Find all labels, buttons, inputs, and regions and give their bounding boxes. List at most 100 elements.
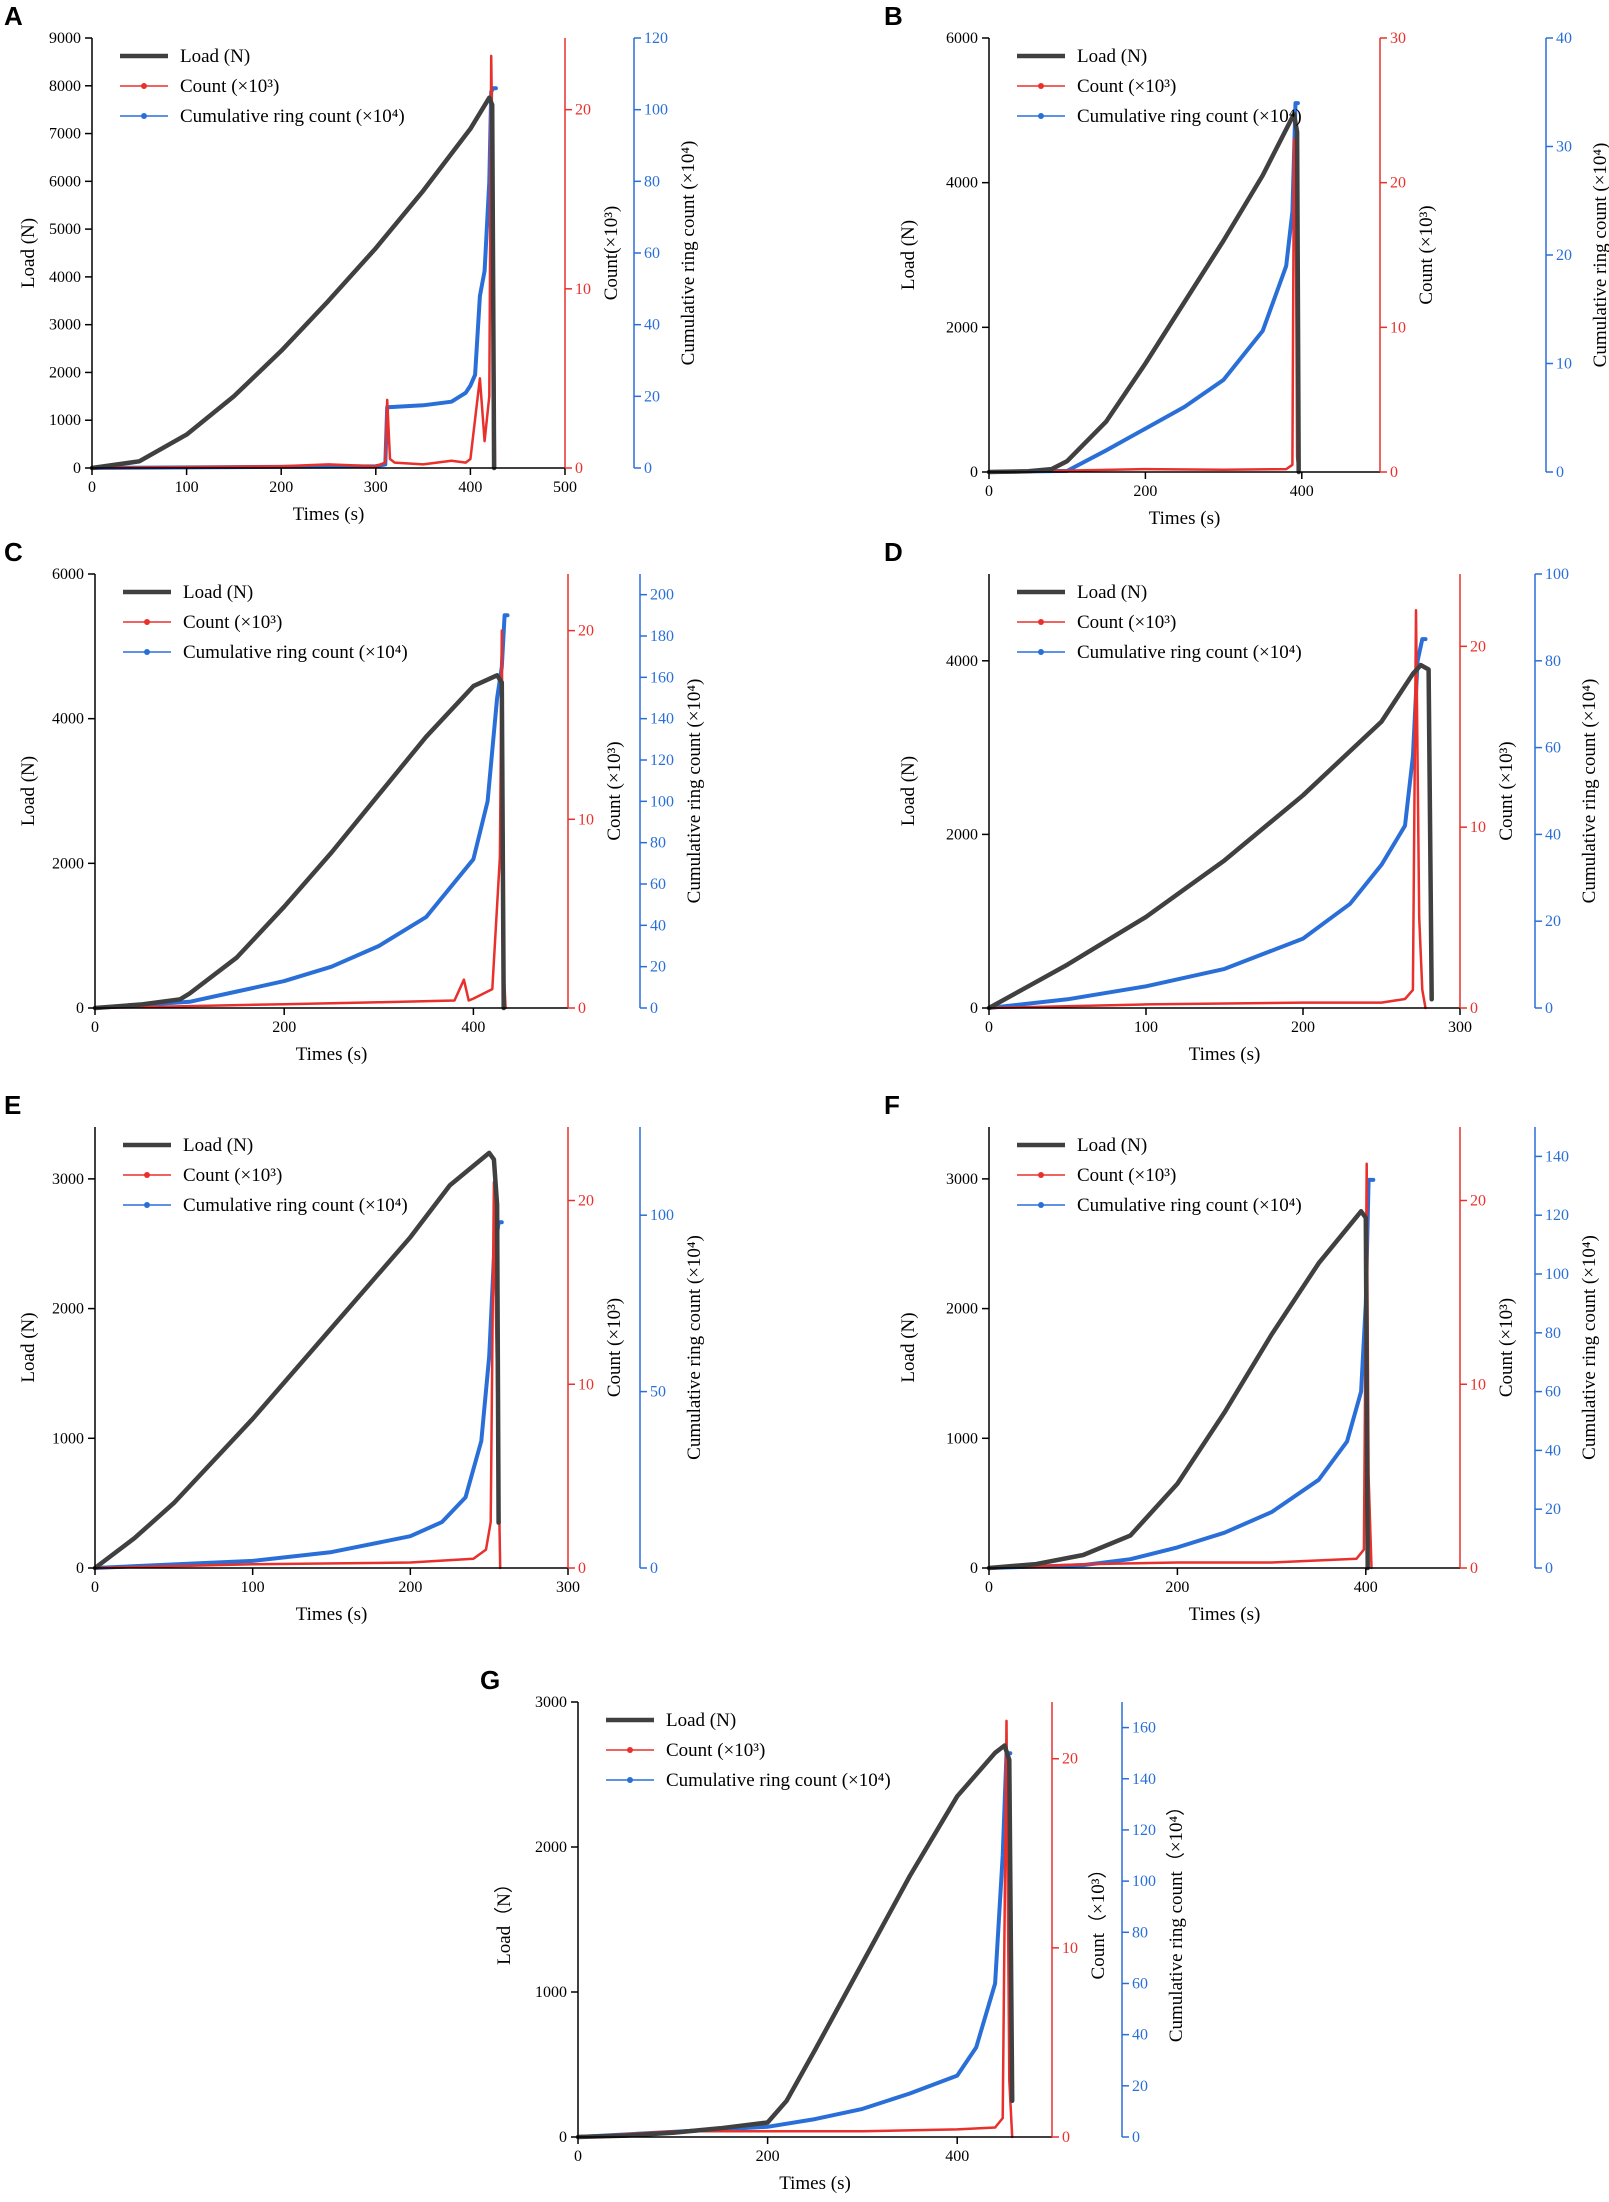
legend-label-d: Count (×10³) (1077, 612, 1176, 633)
legend-label-f: Load (N) (1077, 1135, 1147, 1156)
series-count-line-e (93, 1180, 502, 1570)
y-left-tick-label-e: 0 (76, 1560, 84, 1577)
legend-label-g: Count (×10³) (666, 1740, 765, 1761)
y-left-tick-label-g: 2000 (535, 1839, 567, 1856)
legend-marker-d (1038, 619, 1044, 625)
y-count-tick-label-a: 0 (575, 460, 583, 477)
x-tick-label-g: 0 (574, 2148, 582, 2165)
chart-panel-e: E0 100 200 300010002000300001020050100Times… (4, 1090, 705, 1625)
legend-label-b: Cumulative ring count (×10⁴) (1077, 106, 1302, 127)
y-cum-tick-label-d: 60 (1545, 740, 1561, 757)
panel-label-d: D (884, 537, 903, 567)
y-count-tick-label-g: 20 (1062, 1751, 1078, 1768)
legend-marker-g (627, 1777, 633, 1783)
chart-panel-g: G0 200 40001000200030000102002040608010012… (480, 1665, 1187, 2194)
x-tick-label-d: 0 (985, 1019, 993, 1036)
x-axis-title-g: Times (s) (779, 2173, 851, 2194)
y-cum-tick-label-c: 180 (650, 628, 674, 645)
legend-marker-a (141, 83, 147, 89)
y-count-tick-label-f: 10 (1470, 1376, 1486, 1393)
y-count-tick-label-f: 20 (1470, 1193, 1486, 1210)
y-left-tick-label-a: 5000 (49, 221, 81, 238)
chart-panel-b: B0 200 40002000400060000102030010203040Tim… (884, 1, 1609, 529)
y-cum-title-g: Cumulative ring count（×10⁴） (1165, 1797, 1187, 2042)
legend-marker-a (141, 113, 147, 119)
legend-label-e: Load (N) (183, 1135, 253, 1156)
y-cum-tick-label-g: 20 (1132, 2078, 1148, 2095)
y-left-tick-label-f: 0 (970, 1560, 978, 1577)
legend-label-d: Load (N) (1077, 582, 1147, 603)
y-cum-tick-label-b: 20 (1556, 247, 1572, 264)
x-tick-label-a: 500 (553, 479, 577, 496)
legend-label-f: Count (×10³) (1077, 1165, 1176, 1186)
y-left-tick-label-a: 7000 (49, 126, 81, 143)
x-tick-label-b: 200 (1133, 483, 1157, 500)
y-count-tick-label-g: 0 (1062, 2129, 1070, 2146)
y-left-tick-label-e: 1000 (52, 1430, 84, 1447)
y-left-tick-label-f: 2000 (946, 1301, 978, 1318)
legend-marker-b (1038, 113, 1044, 119)
y-left-tick-label-g: 0 (559, 2129, 567, 2146)
y-left-tick-label-c: 0 (76, 1000, 84, 1017)
y-cum-tick-label-a: 100 (644, 102, 668, 119)
series-count-line-f (987, 1162, 1373, 1570)
y-cum-tick-label-e: 100 (650, 1207, 674, 1224)
series-cumulative-line-d (987, 637, 1428, 1010)
series-cumulative-line-a (90, 86, 498, 470)
x-axis-title-c: Times (s) (296, 1044, 368, 1065)
y-cum-tick-label-f: 20 (1545, 1501, 1561, 1518)
chart-panel-a: A0 100 200 300 400 50001000200030004000500060… (4, 1, 699, 525)
y-count-title-c: Count (×10³) (604, 741, 625, 840)
legend-label-a: Cumulative ring count (×10⁴) (180, 106, 405, 127)
y-left-tick-label-a: 4000 (49, 269, 81, 286)
x-axis-title-f: Times (s) (1189, 1604, 1261, 1625)
y-left-tick-label-g: 1000 (535, 1984, 567, 2001)
y-cum-tick-label-d: 0 (1545, 1000, 1553, 1017)
x-tick-label-d: 200 (1291, 1019, 1315, 1036)
y-left-title-g: Load（N） (493, 1874, 515, 1965)
y-cum-tick-label-a: 0 (644, 460, 652, 477)
series-count-line-d (987, 608, 1427, 1010)
y-count-tick-label-b: 10 (1390, 319, 1406, 336)
y-count-tick-label-d: 10 (1470, 819, 1486, 836)
y-cum-tick-label-a: 40 (644, 317, 660, 334)
y-cum-title-f: Cumulative ring count (×10⁴) (1579, 1235, 1600, 1460)
series-cumulative-line-g (576, 1751, 1013, 2139)
y-count-tick-label-c: 10 (578, 811, 594, 828)
x-tick-label-f: 400 (1354, 1579, 1378, 1596)
x-tick-label-b: 400 (1290, 483, 1314, 500)
y-count-tick-label-a: 10 (575, 281, 591, 298)
y-left-tick-label-f: 1000 (946, 1430, 978, 1447)
y-left-tick-label-e: 3000 (52, 1171, 84, 1188)
legend-label-a: Load (N) (180, 46, 250, 67)
series-count-line-g (576, 1719, 1014, 2139)
x-tick-label-c: 200 (272, 1019, 296, 1036)
x-tick-label-d: 300 (1448, 1019, 1472, 1036)
y-cum-tick-label-c: 140 (650, 711, 674, 728)
y-cum-tick-label-c: 100 (650, 793, 674, 810)
y-cum-tick-label-g: 80 (1132, 1924, 1148, 1941)
x-tick-label-e: 0 (91, 1579, 99, 1596)
series-load-line-a (89, 95, 497, 471)
y-cum-title-b: Cumulative ring count (×10⁴) (1590, 143, 1609, 368)
legend-marker-b (1038, 83, 1044, 89)
y-cum-tick-label-b: 0 (1556, 464, 1564, 481)
y-cum-tick-label-c: 120 (650, 752, 674, 769)
y-cum-tick-label-g: 40 (1132, 2027, 1148, 2044)
y-left-tick-label-a: 9000 (49, 30, 81, 47)
x-tick-label-g: 400 (945, 2148, 969, 2165)
legend-marker-c (144, 649, 150, 655)
y-count-tick-label-f: 0 (1470, 1560, 1478, 1577)
x-tick-label-a: 100 (175, 479, 199, 496)
legend-label-g: Cumulative ring count (×10⁴) (666, 1770, 891, 1791)
chart-panel-d: D0 100 200 30002000400001020020406080100Tim… (884, 537, 1600, 1065)
y-count-title-a: Count(×10³) (601, 206, 622, 301)
y-cum-tick-label-d: 100 (1545, 566, 1569, 583)
y-left-tick-label-a: 6000 (49, 173, 81, 190)
legend-label-a: Count (×10³) (180, 76, 279, 97)
y-cum-tick-label-f: 80 (1545, 1325, 1561, 1342)
y-count-title-d: Count (×10³) (1496, 741, 1517, 840)
series-count-line-c (93, 629, 507, 1010)
y-left-title-f: Load (N) (898, 1312, 919, 1382)
x-tick-label-a: 200 (269, 479, 293, 496)
